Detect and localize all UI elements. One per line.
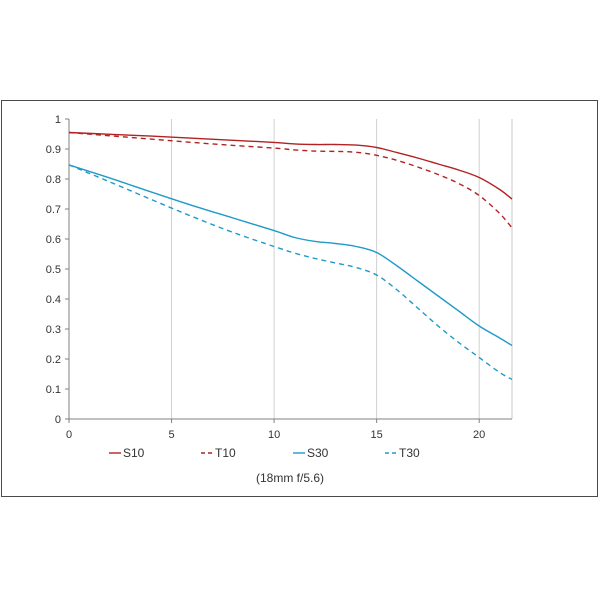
x-tick-label: 0 <box>66 429 72 441</box>
y-tick-label: 0.3 <box>46 324 61 336</box>
series-line-s30 <box>68 164 513 347</box>
chart-caption: (18mm f/5.6) <box>256 471 324 485</box>
series-line-t10 <box>68 131 513 229</box>
y-tick-label: 0.6 <box>46 234 61 246</box>
y-tick-label: 1 <box>55 114 61 126</box>
y-tick-label: 0.2 <box>46 354 61 366</box>
chart-frame <box>1 100 598 497</box>
x-tick-label: 20 <box>473 429 485 441</box>
x-tick-label: 15 <box>371 429 383 441</box>
y-tick-label: 0.8 <box>46 174 61 186</box>
legend: S10 T10 S30 T30 <box>109 446 420 460</box>
y-tick-label: 0.7 <box>46 204 61 216</box>
y-tick-label: 0.1 <box>46 384 61 396</box>
legend-label-s30: S30 <box>307 446 329 460</box>
y-tick-label: 0.5 <box>46 264 61 276</box>
x-tick-label: 5 <box>168 429 174 441</box>
legend-label-t10: T10 <box>215 446 236 460</box>
grid-layer <box>171 119 513 419</box>
y-tick-label: 0 <box>55 414 61 426</box>
axis-layer: 00.10.20.30.40.50.60.70.80.910 5 10 15 20 <box>46 114 512 441</box>
series-line-s10 <box>68 131 513 200</box>
y-tick-label: 0.4 <box>46 294 61 306</box>
series-layer <box>68 131 513 381</box>
legend-label-t30: T30 <box>399 446 420 460</box>
y-tick-label: 0.9 <box>46 144 61 156</box>
series-line-t30 <box>68 164 513 381</box>
x-tick-label: 10 <box>268 429 280 441</box>
legend-label-s10: S10 <box>123 446 145 460</box>
